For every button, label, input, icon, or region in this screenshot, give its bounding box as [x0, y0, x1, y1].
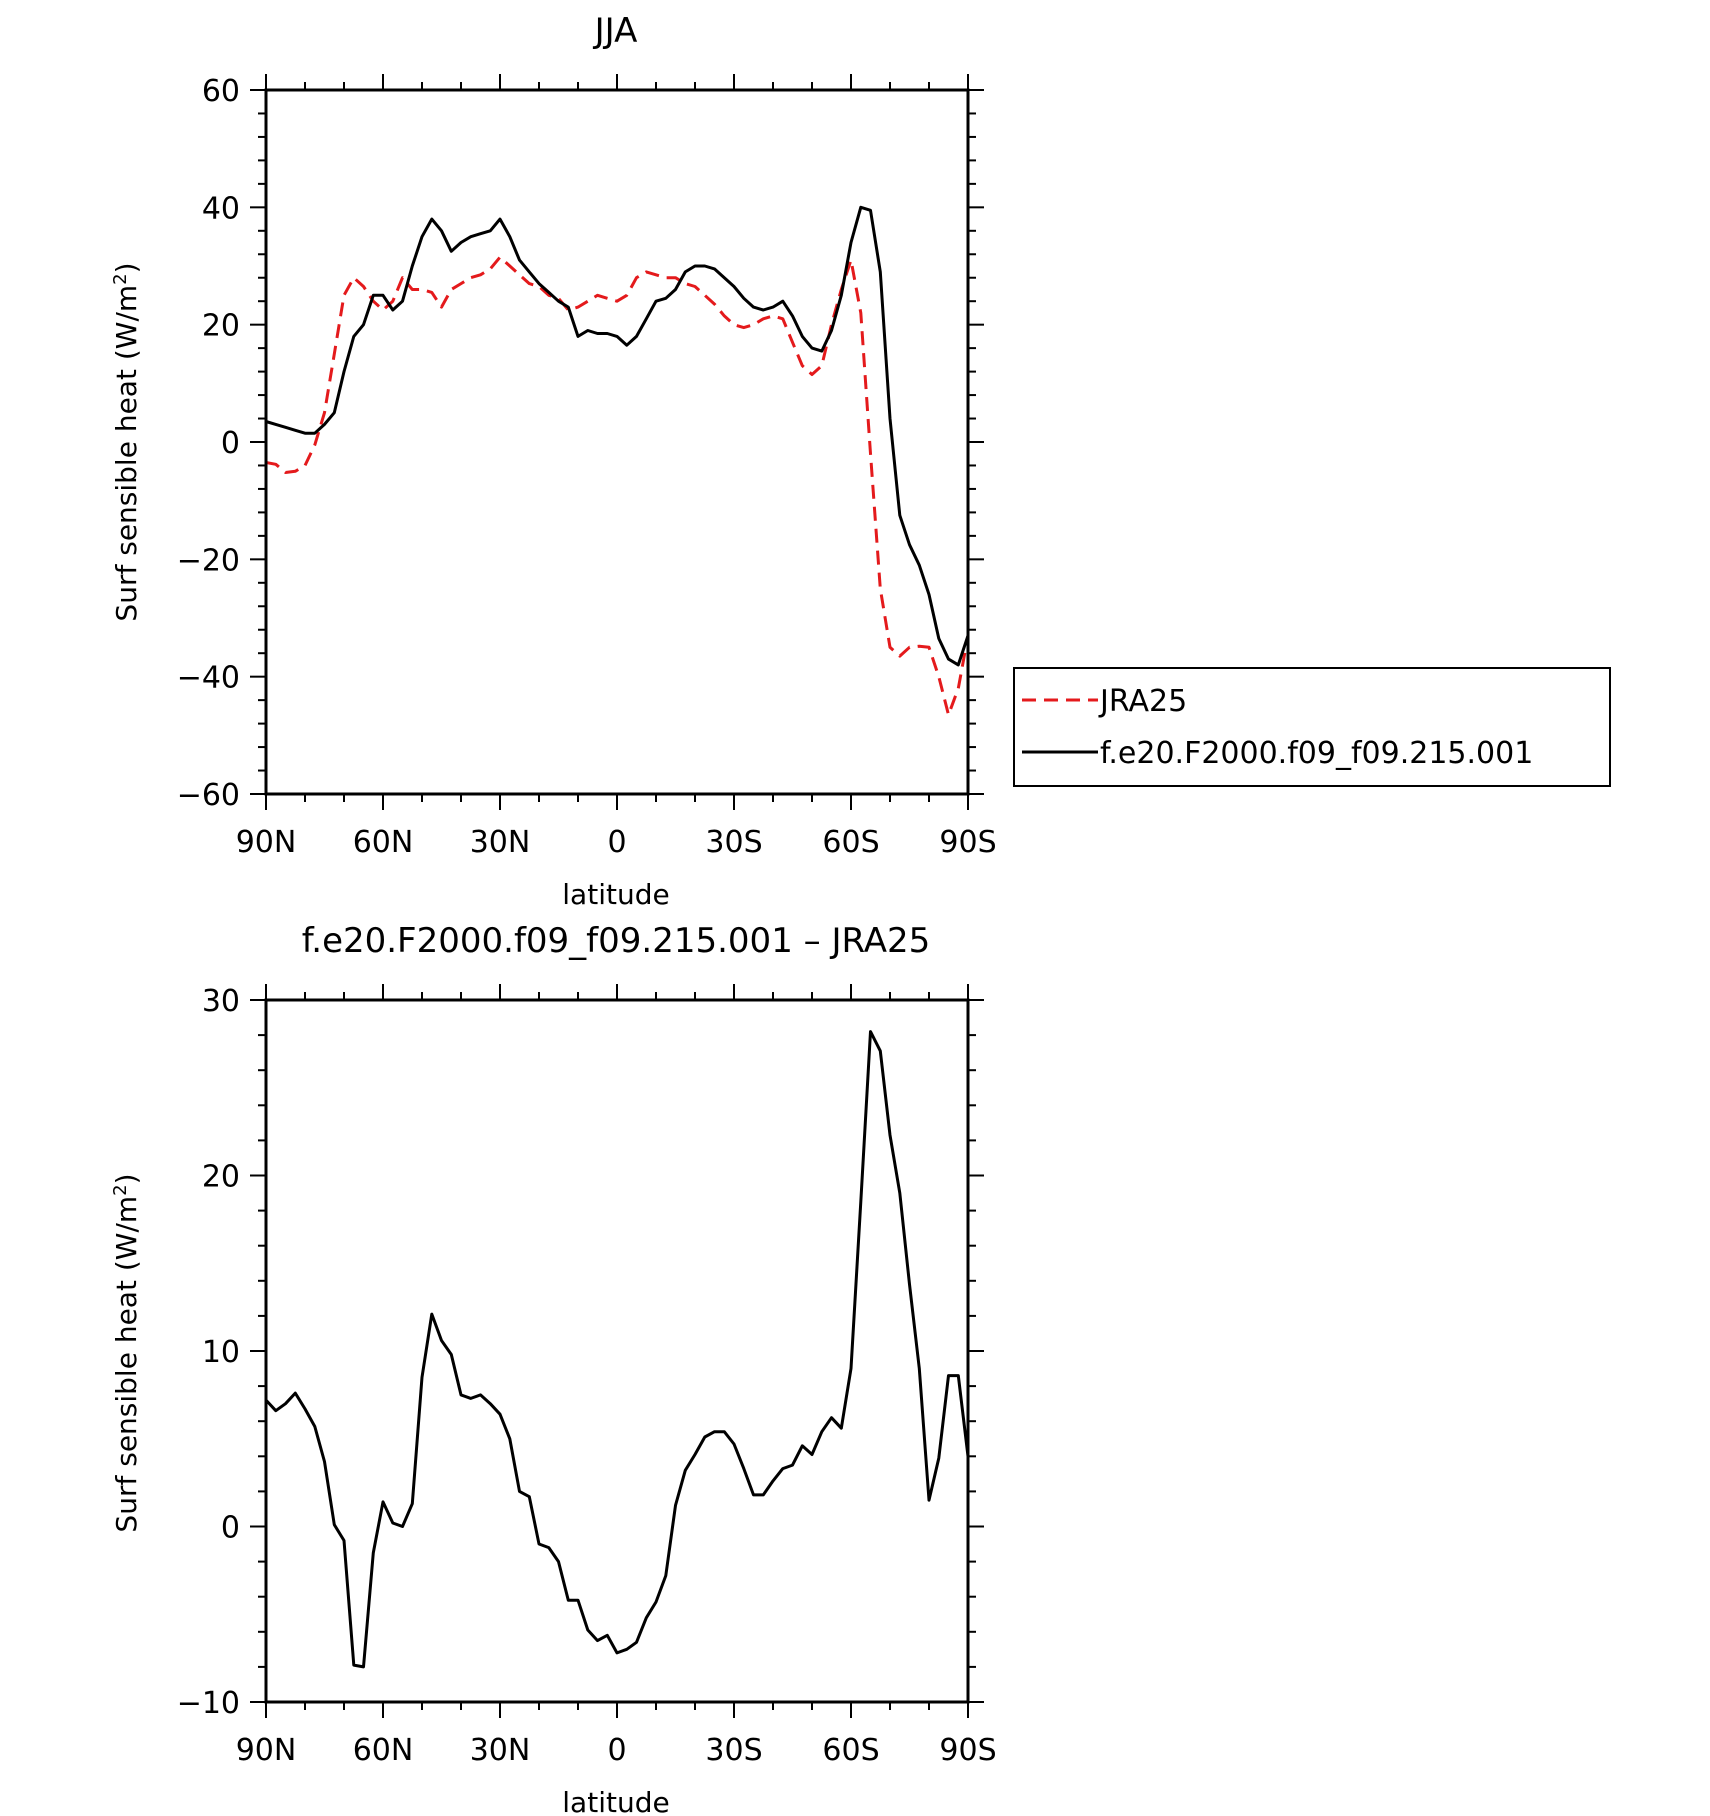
top-series-line-1 [266, 205, 968, 667]
top-chart-title: JJA [593, 11, 638, 51]
top-y-tick-label: 40 [202, 191, 240, 226]
top-y-axis-label: Surf sensible heat (W/m2) [110, 262, 144, 621]
legend-label-jra25: JRA25 [1098, 684, 1187, 719]
top-x-tick-label: 60N [353, 825, 414, 860]
bottom-x-tick-label: 30N [470, 1733, 531, 1768]
top-y-tick-label: −20 [177, 543, 240, 578]
legend-box [1013, 667, 1611, 787]
bottom-y-tick-label: 10 [202, 1335, 240, 1370]
bottom-y-tick-label: 20 [202, 1160, 240, 1195]
top-x-tick-label: 0 [607, 825, 626, 860]
bottom-x-tick-label: 0 [607, 1733, 626, 1768]
top-x-axis-label: latitude [562, 878, 669, 911]
bottom-y-axis-label-base: Surf sensible heat (W/m [110, 1196, 143, 1533]
top-y-tick-label: −60 [177, 778, 240, 813]
bottom-y-tick-label: 0 [221, 1511, 240, 1546]
top-y-axis-label-close: ) [110, 262, 143, 273]
top-series-line-0 [266, 255, 968, 717]
bottom-panel: f.e20.F2000.f09_f09.215.001 – JRA25 90N 6… [110, 921, 997, 1816]
legend-label-model: f.e20.F2000.f09_f09.215.001 [1100, 736, 1533, 771]
bottom-y-tick-label: −10 [177, 1686, 240, 1721]
top-x-tick-label: 30N [470, 825, 531, 860]
top-x-tick-label: 90N [236, 825, 297, 860]
bottom-x-tick-label: 30S [705, 1733, 762, 1768]
bottom-y-tick-label: 30 [202, 984, 240, 1019]
top-x-tick-label: 30S [705, 825, 762, 860]
top-y-tick-label: 0 [221, 426, 240, 461]
top-y-axis-label-sup: 2 [110, 273, 131, 284]
top-plot-area: 90N 60N 30N 0 30S 60S 90S −60 −40 −20 0 20 40 60 [177, 74, 997, 860]
bottom-plot-frame [264, 998, 970, 1704]
bottom-series-line-0 [266, 1030, 968, 1669]
bottom-y-axis-label: Surf sensible heat (W/m2) [110, 1173, 144, 1532]
top-x-tick-label: 90S [939, 825, 996, 860]
bottom-x-axis-label: latitude [562, 1786, 669, 1816]
top-y-axis-label-base: Surf sensible heat (W/m [110, 285, 143, 622]
top-panel: JJA 90N 60N 30N 0 30S 60S 90S−60−40−200204060 … [110, 11, 1611, 911]
top-plot-frame [264, 88, 970, 796]
bottom-x-tick-label: 90S [939, 1733, 996, 1768]
bottom-x-tick-label: 90N [236, 1733, 297, 1768]
top-y-tick-label: 60 [202, 74, 240, 109]
bottom-x-tick-label: 60N [353, 1733, 414, 1768]
bottom-x-tick-label: 60S [822, 1733, 879, 1768]
legend: JRA25 f.e20.F2000.f09_f09.215.001 [1013, 667, 1611, 787]
top-y-tick-label: −40 [177, 661, 240, 696]
bottom-plot-area: 90N 60N 30N 0 30S 60S 90S −10 0 10 20 30 [177, 984, 997, 1768]
bottom-y-axis-label-sup: 2 [110, 1184, 131, 1195]
top-y-tick-label: 20 [202, 309, 240, 344]
bottom-chart-title: f.e20.F2000.f09_f09.215.001 – JRA25 [302, 921, 930, 961]
top-x-tick-label: 60S [822, 825, 879, 860]
bottom-y-axis-label-close: ) [110, 1173, 143, 1184]
